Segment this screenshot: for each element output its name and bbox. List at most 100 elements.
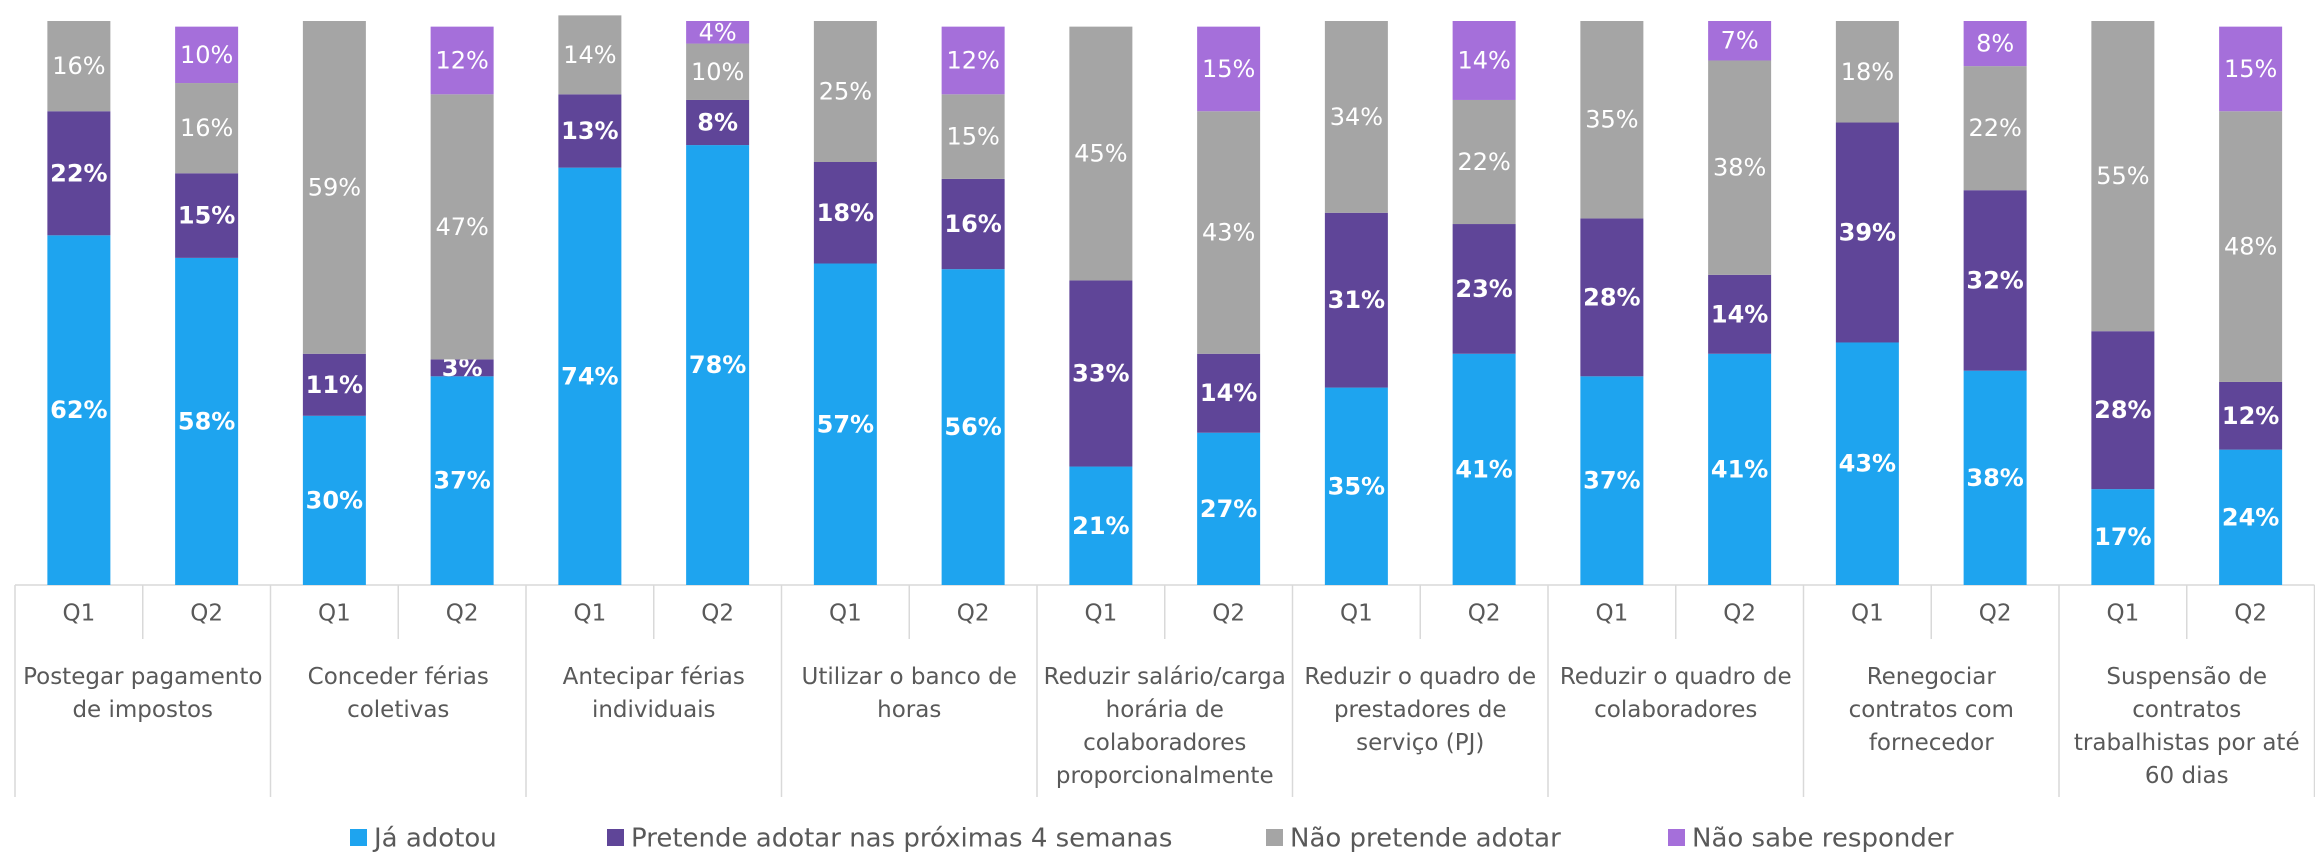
bar-segment xyxy=(1963,370,2027,585)
bar-segment xyxy=(430,94,494,360)
x-tick-label: Q1 xyxy=(1596,601,1629,627)
x-tick-label: Q2 xyxy=(701,601,734,627)
bar-segment xyxy=(813,21,877,162)
data-label: 45% xyxy=(1074,140,1127,168)
data-label: 35% xyxy=(1585,106,1638,134)
bar-segment xyxy=(941,269,1005,585)
bar-segment xyxy=(1835,342,1899,585)
bar-segment xyxy=(1580,376,1644,585)
bar-segment xyxy=(686,145,750,585)
bar-segment xyxy=(813,162,877,264)
bar-segment xyxy=(1069,26,1133,281)
bar-segment xyxy=(686,21,750,44)
legend-label: Já adotou xyxy=(372,824,497,854)
data-label: 32% xyxy=(1966,266,2023,294)
bar-segment xyxy=(1324,387,1388,585)
bar-segment xyxy=(2219,381,2283,450)
bar-segment xyxy=(2219,111,2283,382)
bar-segment xyxy=(686,43,750,100)
data-label: 43% xyxy=(1839,450,1896,478)
x-tick-label: Q1 xyxy=(318,601,351,627)
data-label: 25% xyxy=(819,78,872,106)
bar-segment xyxy=(302,415,366,585)
data-label: 16% xyxy=(180,114,233,142)
bar-segment xyxy=(1963,21,2027,67)
group-label: Postegar pagamento de impostos xyxy=(23,664,263,723)
data-label: 57% xyxy=(817,410,874,438)
data-label: 16% xyxy=(52,52,105,80)
bar-segment xyxy=(1708,21,1772,61)
data-label: 14% xyxy=(1457,46,1510,74)
data-label: 47% xyxy=(435,213,488,241)
bar-segment xyxy=(558,94,622,168)
x-tick-label: Q2 xyxy=(1468,601,1501,627)
bar-segment xyxy=(1197,111,1261,354)
data-label: 10% xyxy=(691,58,744,86)
data-label: 28% xyxy=(1583,283,1640,311)
bar-segment xyxy=(430,26,494,95)
group-label: Renegociar contratos com fornecedor xyxy=(1848,664,2014,756)
x-tick-label: Q2 xyxy=(190,601,223,627)
data-label: 27% xyxy=(1200,495,1257,523)
bar-segment xyxy=(558,167,622,585)
bar-segment xyxy=(1069,466,1133,585)
bar-segment xyxy=(686,99,750,146)
x-tick-label: Q1 xyxy=(1851,601,1884,627)
legend-swatch xyxy=(350,829,367,846)
x-tick-label: Q1 xyxy=(829,601,862,627)
data-label: 56% xyxy=(944,413,1001,441)
bar-segment xyxy=(558,15,622,95)
bar-segment xyxy=(47,111,111,236)
legend-swatch xyxy=(1266,829,1283,846)
x-tick-label: Q2 xyxy=(957,601,990,627)
bar-segment xyxy=(1708,274,1772,354)
data-label: 18% xyxy=(817,199,874,227)
x-tick-label: Q1 xyxy=(574,601,607,627)
bar-segment xyxy=(175,83,239,174)
bar-segment xyxy=(941,26,1005,95)
data-label: 18% xyxy=(1841,58,1894,86)
legend-label: Pretende adotar nas próximas 4 semanas xyxy=(631,824,1172,854)
data-label: 38% xyxy=(1713,154,1766,182)
data-label: 22% xyxy=(1457,148,1510,176)
bar-segment xyxy=(941,178,1005,270)
bar-segment xyxy=(941,94,1005,179)
data-label: 74% xyxy=(561,362,618,390)
data-label: 34% xyxy=(1330,103,1383,131)
data-label: 12% xyxy=(946,46,999,74)
data-label: 15% xyxy=(946,123,999,151)
data-label: 22% xyxy=(1968,114,2021,142)
data-label: 15% xyxy=(2224,55,2277,83)
data-label: 12% xyxy=(435,46,488,74)
data-label: 59% xyxy=(308,173,361,201)
data-label: 15% xyxy=(1202,55,1255,83)
data-label: 33% xyxy=(1072,360,1129,388)
data-label: 37% xyxy=(1583,467,1640,495)
legend-label: Não sabe responder xyxy=(1692,824,1954,854)
bar-segment xyxy=(1452,21,1516,100)
bar-segment xyxy=(1452,353,1516,585)
bar-segment xyxy=(1324,21,1388,213)
bar-segment xyxy=(1452,99,1516,225)
bar-segment xyxy=(1197,432,1261,585)
x-tick-label: Q1 xyxy=(1340,601,1373,627)
data-label: 17% xyxy=(2094,523,2151,551)
bar-segment xyxy=(1708,60,1772,275)
x-tick-label: Q1 xyxy=(2107,601,2140,627)
data-label: 4% xyxy=(699,18,737,46)
data-label: 43% xyxy=(1202,219,1255,247)
data-label: 8% xyxy=(1976,30,2014,58)
data-label: 16% xyxy=(944,210,1001,238)
data-label: 62% xyxy=(50,396,107,424)
group-label: Reduzir o quadro de colaboradores xyxy=(1559,664,1792,723)
data-label: 22% xyxy=(50,159,107,187)
data-label: 55% xyxy=(2096,162,2149,190)
data-label: 14% xyxy=(1711,300,1768,328)
x-tick-label: Q2 xyxy=(1212,601,1245,627)
data-label: 48% xyxy=(2224,233,2277,261)
bar-segment xyxy=(175,173,239,258)
bar-segment xyxy=(2219,449,2283,585)
data-label: 10% xyxy=(180,41,233,69)
